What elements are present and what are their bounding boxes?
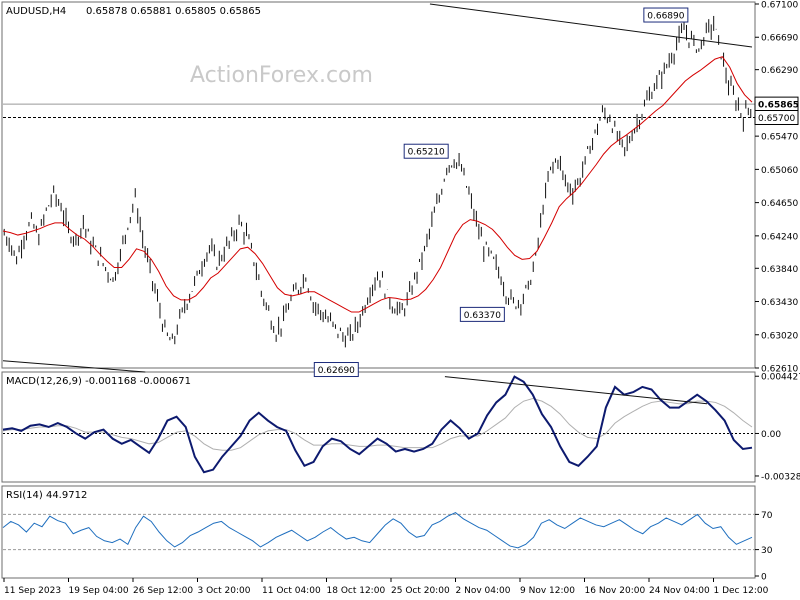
macd-tick-label: 0.00 xyxy=(761,430,781,440)
time-tick-label: 11 Sep 2023 xyxy=(4,586,61,596)
macd-line xyxy=(2,375,753,474)
time-tick-label: 25 Oct 20:00 xyxy=(391,586,450,596)
price-tick-label: 0.65470 xyxy=(761,133,798,143)
price-tick-label: 0.66690 xyxy=(761,34,798,44)
time-tick-label: 16 Nov 20:00 xyxy=(585,586,646,596)
trendline xyxy=(2,360,146,373)
price-tick-label: 0.64240 xyxy=(761,232,798,242)
annotation-box xyxy=(643,7,689,23)
annotation-box xyxy=(403,143,449,159)
rsi-tick-label: 30 xyxy=(761,546,773,556)
price-tag-box xyxy=(754,109,799,125)
time-axis: 11 Sep 2023 19 Sep 04:00 26 Sep 12:00 3 Oct… xyxy=(3,578,769,596)
rsi-group: 70 30 0 xyxy=(2,511,773,583)
price-axis: 0.671000.666900.662900.658800.654700.650… xyxy=(755,1,798,375)
price-tick-label: 0.66290 xyxy=(761,66,798,76)
price-tick-label: 0.63020 xyxy=(761,331,798,341)
price-tick-label: 0.63430 xyxy=(761,298,798,308)
price-tick-label: 0.65060 xyxy=(761,166,798,176)
price-tag-label: 0.65865 xyxy=(758,101,799,111)
symbol-label: AUDUSD,H4 xyxy=(6,6,66,17)
annotation-label: 0.65210 xyxy=(408,148,445,158)
macd-tick-label: -0.003288 xyxy=(761,472,800,482)
time-tick-label: 11 Oct 04:00 xyxy=(262,586,321,596)
price-tag-label: 0.65700 xyxy=(758,114,795,124)
macd-trendline xyxy=(444,376,708,405)
ema-line-group xyxy=(2,56,753,313)
rsi-tick-label: 70 xyxy=(761,511,773,521)
time-tick-label: 1 Dec 12:00 xyxy=(714,586,769,596)
rsi-tick-label: 0 xyxy=(761,573,767,583)
time-tick-label: 18 Oct 12:00 xyxy=(327,586,386,596)
time-tick-label: 24 Nov 04:00 xyxy=(649,586,710,596)
annotation-label: 0.62690 xyxy=(318,366,355,376)
macd-signal-line xyxy=(2,398,753,451)
price-tick-label: 0.63840 xyxy=(761,265,798,275)
annotation-label: 0.66890 xyxy=(647,12,684,22)
annotation-box xyxy=(459,306,505,322)
price-tick-label: 0.62610 xyxy=(761,365,798,375)
macd-title: MACD(12,26,9) -0.001168 -0.000671 xyxy=(6,376,191,387)
time-tick-label: 26 Sep 12:00 xyxy=(133,586,193,596)
time-tick-label: 2 Nov 04:00 xyxy=(456,586,511,596)
trendline xyxy=(429,3,753,48)
price-overlays xyxy=(2,3,755,373)
time-tick-label: 3 Oct 20:00 xyxy=(198,586,251,596)
annotation-box xyxy=(313,362,359,378)
rsi-title: RSI(14) 44.9712 xyxy=(6,490,87,501)
macd-panel-frame xyxy=(1,371,756,483)
macd-group: 0.004427 0.00 -0.003288 xyxy=(2,373,800,482)
annotation-label: 0.63370 xyxy=(464,311,501,321)
price-tick-label: 0.64650 xyxy=(761,199,798,209)
price-bars xyxy=(3,15,752,348)
price-panel-frame xyxy=(1,1,756,369)
price-tick-label: 0.67100 xyxy=(761,1,798,11)
time-tick-label: 9 Nov 12:00 xyxy=(520,586,575,596)
rsi-line xyxy=(2,512,753,549)
time-tick-label: 19 Sep 04:00 xyxy=(69,586,129,596)
macd-tick-label: 0.004427 xyxy=(761,373,800,383)
ema-line xyxy=(2,56,753,313)
watermark: ActionForex.com xyxy=(190,63,373,88)
quote-label: 0.65878 0.65881 0.65805 0.65865 xyxy=(86,6,261,17)
price-annotations: 0.66890 0.65210 0.63370 0.62690 0.65865 0.657… xyxy=(313,7,799,378)
